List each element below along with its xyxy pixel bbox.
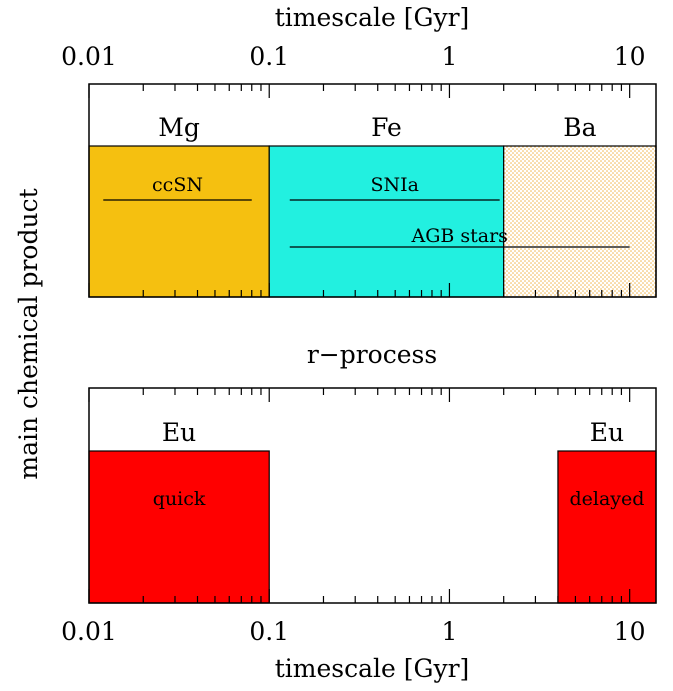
- tick-label-top: 0.01: [61, 42, 117, 71]
- region-ba: [503, 145, 657, 298]
- source-label-quick: quick: [153, 488, 206, 510]
- element-label-eu-quick: Eu: [162, 418, 196, 447]
- panel-2-frame: [88, 387, 657, 604]
- tick-label-top: 10: [614, 42, 646, 71]
- tick-labels: 0.01 0.01 0.1 0.1 1 1 10 10: [61, 42, 645, 646]
- element-label-mg: Mg: [158, 113, 200, 142]
- panel-1: Mg Fe Ba ccSN SNIa AGB stars: [88, 83, 657, 298]
- tick-label-bottom: 1: [441, 617, 457, 646]
- panel-1-frame: [88, 83, 657, 298]
- tick-label-bottom: 0.01: [61, 617, 117, 646]
- source-label-snia: SNIa: [370, 174, 418, 196]
- source-label-delayed: delayed: [569, 488, 644, 510]
- tick-label-top: 0.1: [249, 42, 289, 71]
- source-label-ccsn: ccSN: [152, 174, 203, 196]
- panel-2: Eu quick Eu delayed: [88, 387, 657, 604]
- region-eu-delayed: [557, 450, 657, 604]
- region-fe: [268, 145, 505, 298]
- top-axis-label: timescale [Gyr]: [275, 3, 470, 32]
- region-eu-quick: [88, 450, 270, 604]
- source-label-agb-stars: AGB stars: [410, 225, 507, 247]
- element-label-fe: Fe: [371, 113, 402, 142]
- panels: Mg Fe Ba ccSN SNIa AGB stars Eu quick Eu delayed: [88, 83, 657, 604]
- tick-label-top: 1: [441, 42, 457, 71]
- y-axis-label: main chemical product: [14, 188, 43, 479]
- element-label-ba: Ba: [563, 113, 596, 142]
- tick-label-bottom: 0.1: [249, 617, 289, 646]
- tick-label-bottom: 10: [614, 617, 646, 646]
- bottom-axis-label: timescale [Gyr]: [275, 654, 470, 683]
- region-mg: [88, 145, 270, 298]
- panel-title-r-process: r−process: [307, 340, 437, 369]
- element-label-eu-delayed: Eu: [590, 418, 624, 447]
- ticks: [88, 84, 631, 603]
